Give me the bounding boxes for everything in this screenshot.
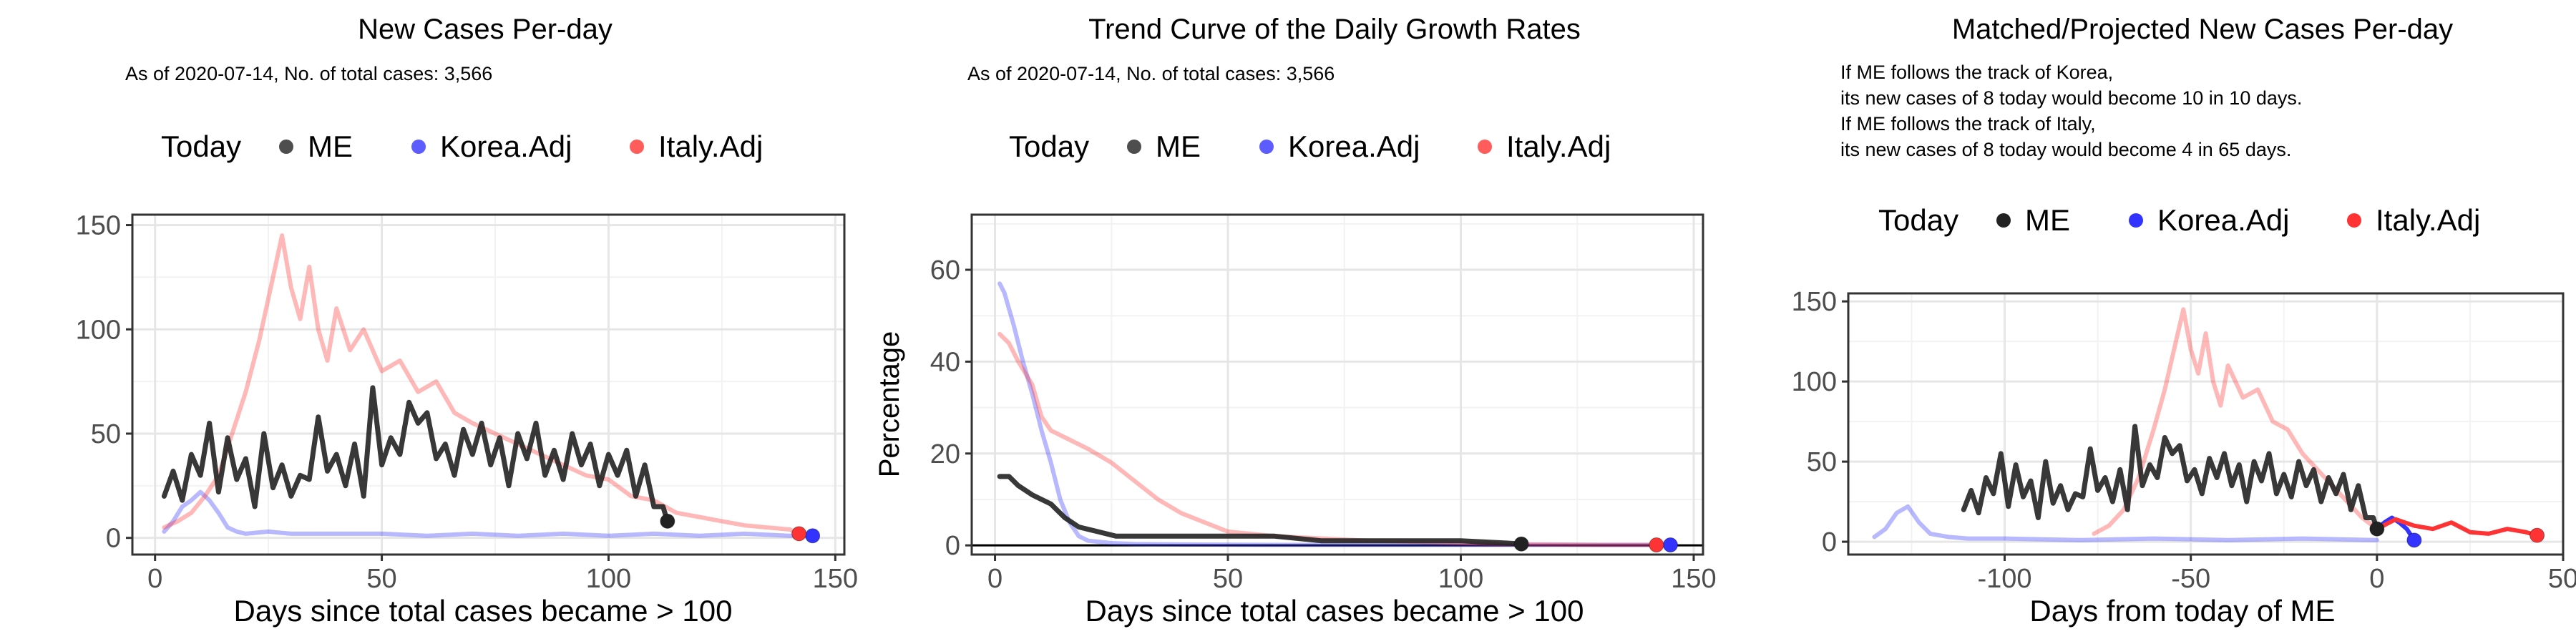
legend-key-korea-adj (1259, 140, 1274, 154)
panel2-subtitle: As of 2020-07-14, No. of total cases: 3,… (967, 63, 1335, 84)
legend-label: ME (1156, 130, 1201, 163)
x-tick-label: 100 (586, 564, 631, 594)
today-point-korea-adj (1662, 537, 1678, 553)
legend-key-korea-adj (411, 140, 426, 154)
panel3-subtitle-line4: its new cases of 8 today would become 4 … (1840, 139, 2291, 160)
legend-key-italy-adj (2347, 213, 2361, 228)
today-point-korea-adj (2406, 532, 2422, 548)
plot-border (970, 213, 1704, 556)
series-line-italy-adj (997, 331, 1659, 547)
legend-label: Korea.Adj (2157, 203, 2289, 237)
panel3-plot: -100 -50 0 50 0 50 100 150 (1792, 287, 2576, 594)
panel3-legend: Today ME Korea.Adj Italy.Adj (1878, 203, 2480, 237)
x-tick-label: 0 (2369, 564, 2384, 594)
panel2-title: Trend Curve of the Daily Growth Rates (1088, 14, 1581, 45)
legend-key-italy-adj (1478, 140, 1492, 154)
x-tick-label: 150 (813, 564, 858, 594)
series-line-italy-adj (162, 233, 801, 536)
x-tick-label: 100 (1438, 564, 1483, 594)
panel3-xlabel: Days from today of ME (2029, 594, 2335, 628)
legend-label: Italy.Adj (2376, 203, 2480, 237)
panel1-title: New Cases Per-day (358, 14, 613, 45)
panel1-subtitle: As of 2020-07-14, No. of total cases: 3,… (125, 63, 492, 84)
today-point-korea-adj (805, 528, 821, 544)
y-tick-label: 100 (1792, 367, 1837, 397)
y-tick-label: 100 (76, 315, 121, 345)
panel2-legend: Today ME Korea.Adj Italy.Adj (1009, 130, 1611, 163)
panel1-legend: Today ME Korea.Adj Italy.Adj (161, 130, 763, 163)
y-tick-label: 20 (930, 439, 960, 469)
y-tick-label: 40 (930, 347, 960, 377)
y-tick-label: 0 (1822, 527, 1837, 557)
today-point-italy-adj (791, 526, 807, 542)
x-tick-label: 50 (2548, 564, 2576, 594)
x-tick-label: 0 (147, 564, 162, 594)
panel3-subtitle-line3: If ME follows the track of Italy, (1840, 113, 2096, 135)
legend-key-me (1127, 140, 1141, 154)
panel2-plot: 0 50 100 150 0 20 40 60 (930, 213, 1717, 594)
panel2-ylabel: Percentage (874, 331, 905, 478)
panel1-plot: 0 50 100 150 0 50 100 150 (76, 211, 858, 594)
legend-label: ME (308, 130, 353, 163)
legend-label: Italy.Adj (658, 130, 763, 163)
legend-key-italy-adj (630, 140, 644, 154)
y-tick-label: 60 (930, 255, 960, 286)
series-line-korea-adj (997, 281, 1673, 547)
y-tick-label: 50 (91, 419, 121, 449)
x-tick-label: 50 (366, 564, 396, 594)
today-point-me (660, 513, 675, 529)
series-line-me (1961, 424, 2380, 532)
today-point-me (1513, 536, 1529, 552)
panel3-title: Matched/Projected New Cases Per-day (1952, 14, 2453, 45)
panel1-xlabel: Days since total cases became > 100 (234, 594, 733, 628)
legend-key-me (279, 140, 293, 154)
x-tick-label: 150 (1671, 564, 1716, 594)
y-tick-label: 50 (1807, 447, 1837, 477)
legend-label: Italy.Adj (1506, 130, 1611, 163)
legend-label: ME (2025, 203, 2070, 237)
legend-label: Korea.Adj (440, 130, 572, 163)
today-point-me (2369, 521, 2385, 537)
y-tick-label: 150 (76, 211, 121, 241)
x-tick-label: 0 (987, 564, 1002, 594)
today-point-italy-adj (2529, 527, 2545, 543)
x-tick-label: -50 (2171, 564, 2210, 594)
panel3-subtitle-line1: If ME follows the track of Korea, (1840, 62, 2113, 83)
series-line-me (997, 474, 1524, 547)
panel2-xlabel: Days since total cases became > 100 (1085, 594, 1584, 628)
y-tick-label: 0 (945, 531, 960, 561)
series-line-italy-adj (2092, 307, 2379, 536)
series-line-korea-adj (162, 489, 815, 538)
legend-title: Today (161, 130, 241, 163)
series-line-italy-adj-projected (2374, 517, 2540, 538)
legend-key-me (1996, 213, 2011, 228)
x-tick-label: 50 (1213, 564, 1243, 594)
y-tick-label: 150 (1792, 287, 1837, 317)
series-line-me (161, 385, 670, 524)
series-line-korea-adj (1872, 504, 2379, 542)
legend-label: Korea.Adj (1288, 130, 1420, 163)
panel3-subtitle-line2: its new cases of 8 today would become 10… (1840, 87, 2302, 109)
legend-key-korea-adj (2129, 213, 2143, 228)
today-point-italy-adj (1649, 537, 1664, 553)
x-tick-label: -100 (1978, 564, 2032, 594)
plot-border (131, 213, 846, 556)
plot-border (1847, 292, 2565, 556)
legend-title: Today (1009, 130, 1089, 163)
legend-title: Today (1878, 203, 1958, 237)
y-tick-label: 0 (106, 524, 121, 554)
